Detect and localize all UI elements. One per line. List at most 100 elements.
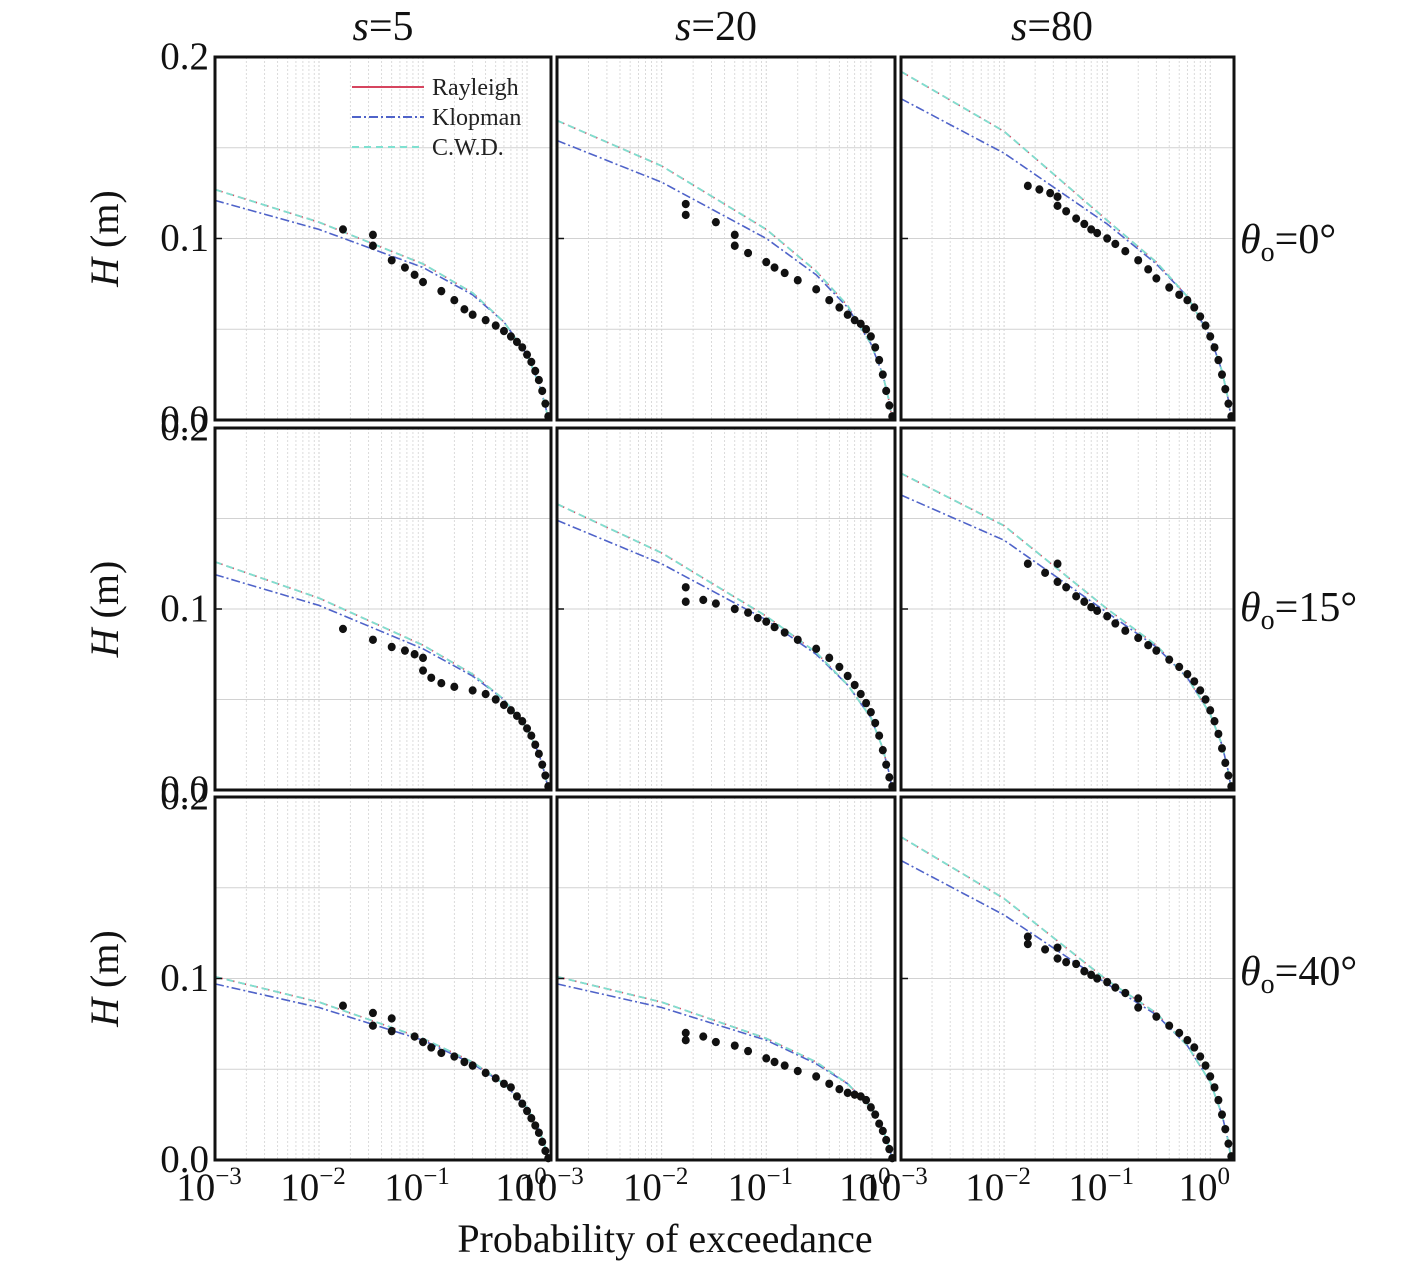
measured-point <box>1221 1124 1230 1134</box>
measured-point <box>387 256 396 265</box>
x-tick-label-exp: −3 <box>557 1163 584 1190</box>
measured-point <box>1190 677 1199 686</box>
measured-point <box>681 597 690 606</box>
measured-point <box>885 401 894 410</box>
x-tick-label-exp: −1 <box>766 1163 793 1190</box>
x-tick-label: 100 <box>839 1163 891 1209</box>
y-tick-label: 0.1 <box>160 587 209 630</box>
measured-point <box>410 1032 419 1041</box>
measured-point <box>1134 1003 1143 1012</box>
measured-point <box>793 1066 802 1076</box>
measured-point <box>1072 959 1081 969</box>
measured-point <box>1023 932 1032 941</box>
measured-point <box>730 604 739 614</box>
measured-point <box>812 644 821 654</box>
measured-point <box>491 321 500 330</box>
x-tick-label: 10−2 <box>623 1163 689 1209</box>
y-tick-label: 0.2 <box>160 35 209 78</box>
y-axis-label-var: H <box>82 626 127 658</box>
measured-point <box>527 1114 536 1123</box>
measured-point <box>753 613 762 623</box>
panel-frame <box>213 55 553 422</box>
measured-point <box>878 370 887 379</box>
measured-point <box>1196 312 1205 321</box>
measured-point <box>730 230 739 240</box>
cwd-curve <box>556 503 894 791</box>
measured-point <box>780 1061 789 1070</box>
panel-s80-theta0 <box>899 55 1236 422</box>
measured-point <box>1087 602 1096 612</box>
measured-point <box>711 1037 720 1047</box>
measured-point <box>368 1021 377 1030</box>
measured-point <box>1072 592 1081 601</box>
measured-point <box>825 296 834 305</box>
x-tick-label-exp: −3 <box>215 1163 242 1190</box>
measured-point <box>450 1052 459 1061</box>
column-title-var: s <box>675 4 691 50</box>
panel-frame <box>213 426 553 792</box>
measured-point <box>400 263 409 272</box>
measured-point <box>410 270 419 279</box>
x-tick-label-base: 10 <box>623 1166 662 1209</box>
x-tick-label: 100 <box>1178 1163 1230 1209</box>
measured-point <box>882 760 891 769</box>
measured-point <box>1175 290 1184 299</box>
measured-point <box>387 1026 396 1036</box>
measured-point <box>1217 370 1226 379</box>
panel-frame <box>899 55 1236 422</box>
measured-point <box>1087 970 1096 980</box>
measured-point <box>711 217 720 227</box>
measured-point <box>843 671 852 681</box>
measured-point <box>866 1103 875 1112</box>
row-title-sub: o <box>1261 237 1275 268</box>
measured-point <box>866 332 875 341</box>
column-title-var: s <box>352 4 368 50</box>
measured-point <box>1152 274 1161 283</box>
x-tick-label-base: 10 <box>727 1166 766 1209</box>
measured-point <box>534 749 543 758</box>
measured-point <box>835 662 844 672</box>
x-tick-label-base: 10 <box>384 1166 423 1209</box>
measured-point <box>523 350 532 359</box>
measured-point <box>468 686 477 695</box>
measured-point <box>368 1008 377 1018</box>
measured-point <box>1183 669 1192 679</box>
cwd-curve <box>214 975 550 1161</box>
row-title-var: θ <box>1240 217 1261 263</box>
measured-point <box>481 315 490 325</box>
measured-point <box>862 698 871 708</box>
measured-point <box>1165 655 1174 664</box>
x-tick-label-base: 10 <box>1068 1166 1107 1209</box>
measured-point <box>1210 343 1219 352</box>
y-tick-label-text: 0.2 <box>160 406 209 449</box>
x-tick-label-base: 10 <box>1178 1166 1217 1209</box>
x-tick-label: 10−3 <box>862 1163 928 1209</box>
x-axis-label-text: Probability of exceedance <box>457 1216 872 1261</box>
measured-point <box>1152 646 1161 655</box>
row-title-var: θ <box>1240 585 1261 631</box>
measured-point <box>1217 1110 1226 1119</box>
measured-point <box>1206 332 1215 341</box>
measured-point <box>387 642 396 652</box>
measured-point <box>843 310 852 319</box>
measured-point <box>419 653 428 663</box>
measured-point <box>410 650 419 659</box>
measured-point <box>871 718 880 728</box>
panel-s5-theta15: 0.0 0.1 0.2 H (m) <box>82 406 553 811</box>
measured-point <box>699 595 708 605</box>
x-tick-label: 10−3 <box>518 1163 584 1209</box>
measured-point <box>538 760 547 769</box>
cwd-curve <box>556 975 894 1161</box>
measured-point <box>541 1146 550 1156</box>
rayleigh-curve <box>214 975 550 1161</box>
measured-point <box>534 1128 543 1137</box>
column-title: s=80 <box>1011 4 1093 50</box>
measured-point <box>499 1079 508 1088</box>
measured-point <box>518 1099 527 1108</box>
measured-point <box>1103 234 1112 243</box>
panel-s5-theta40: 0.00.10.2H (m)10−3 10−2 10−1 100 <box>82 775 553 1209</box>
measured-point <box>338 1001 347 1010</box>
measured-point <box>1046 188 1055 198</box>
measured-point <box>681 210 690 220</box>
panel-frame <box>899 795 1236 1162</box>
